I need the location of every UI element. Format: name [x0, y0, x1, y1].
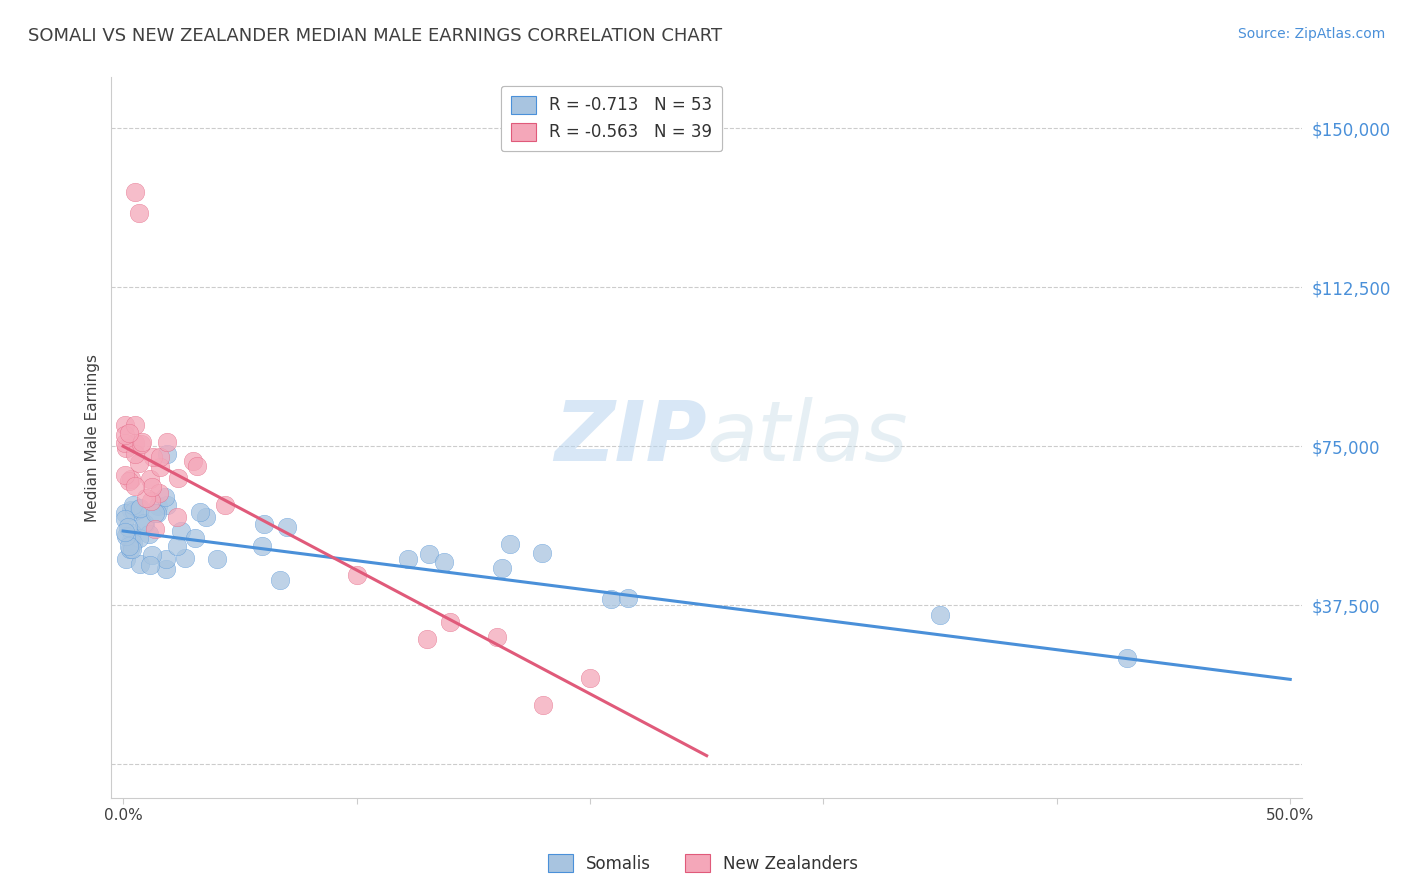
Point — [250, 539, 273, 553]
Point — [129, 500, 152, 515]
Point — [120, 472, 142, 486]
Point — [143, 507, 166, 521]
Point — [433, 555, 456, 569]
Point — [149, 459, 172, 474]
Point — [115, 529, 138, 543]
Point — [269, 573, 291, 587]
Point — [617, 591, 640, 606]
Point — [114, 524, 136, 539]
Point — [121, 542, 143, 557]
Point — [124, 479, 146, 493]
Point — [114, 512, 136, 526]
Text: Source: ZipAtlas.com: Source: ZipAtlas.com — [1237, 27, 1385, 41]
Point — [346, 567, 368, 582]
Point — [155, 562, 177, 576]
Text: atlas: atlas — [707, 397, 908, 478]
Point — [146, 506, 169, 520]
Point — [118, 539, 141, 553]
Point — [124, 435, 146, 450]
Point — [117, 425, 139, 440]
Point — [276, 520, 298, 534]
Point — [166, 539, 188, 553]
Point — [148, 486, 170, 500]
Point — [128, 502, 150, 516]
Point — [485, 630, 508, 644]
Point — [155, 551, 177, 566]
Point — [114, 417, 136, 432]
Point — [156, 498, 179, 512]
Point — [169, 524, 191, 538]
Point — [142, 450, 165, 464]
Point — [1115, 651, 1137, 665]
Point — [129, 437, 152, 451]
Point — [128, 532, 150, 546]
Point — [156, 447, 179, 461]
Point — [498, 537, 520, 551]
Point — [579, 671, 602, 685]
Point — [124, 447, 146, 461]
Point — [188, 505, 211, 519]
Point — [396, 552, 419, 566]
Point — [128, 456, 150, 470]
Point — [135, 491, 157, 505]
Point — [124, 417, 146, 432]
Point — [138, 472, 160, 486]
Point — [929, 607, 952, 622]
Point — [531, 698, 554, 712]
Point — [149, 450, 172, 465]
Point — [415, 632, 437, 646]
Point — [141, 480, 163, 494]
Point — [128, 206, 150, 220]
Point — [141, 548, 163, 562]
Legend: Somalis, New Zealanders: Somalis, New Zealanders — [541, 847, 865, 880]
Point — [600, 591, 623, 606]
Legend: R = -0.713   N = 53, R = -0.563   N = 39: R = -0.713 N = 53, R = -0.563 N = 39 — [501, 86, 723, 152]
Point — [114, 435, 136, 450]
Point — [118, 474, 141, 488]
Point — [491, 560, 513, 574]
Point — [214, 498, 236, 512]
Point — [114, 441, 136, 455]
Point — [138, 527, 160, 541]
Point — [121, 525, 143, 540]
Point — [439, 615, 461, 629]
Point — [153, 490, 176, 504]
Point — [141, 494, 163, 508]
Point — [195, 509, 218, 524]
Point — [531, 546, 554, 560]
Point — [166, 471, 188, 485]
Point — [205, 552, 228, 566]
Point — [139, 558, 162, 572]
Point — [146, 499, 169, 513]
Point — [117, 520, 139, 534]
Point — [418, 547, 440, 561]
Point — [120, 541, 142, 556]
Point — [121, 535, 143, 549]
Point — [114, 468, 136, 483]
Point — [166, 510, 188, 524]
Point — [252, 517, 274, 532]
Point — [173, 551, 195, 566]
Point — [120, 533, 142, 548]
Point — [181, 454, 204, 468]
Point — [143, 522, 166, 536]
Text: ZIP: ZIP — [554, 397, 707, 478]
Point — [122, 499, 145, 513]
Point — [186, 458, 208, 473]
Point — [120, 502, 142, 516]
Point — [122, 503, 145, 517]
Point — [114, 428, 136, 442]
Point — [115, 551, 138, 566]
Point — [129, 557, 152, 571]
Point — [114, 507, 136, 521]
Point — [134, 517, 156, 532]
Point — [134, 516, 156, 530]
Point — [124, 185, 146, 199]
Point — [131, 435, 153, 450]
Text: SOMALI VS NEW ZEALANDER MEDIAN MALE EARNINGS CORRELATION CHART: SOMALI VS NEW ZEALANDER MEDIAN MALE EARN… — [28, 27, 723, 45]
Y-axis label: Median Male Earnings: Median Male Earnings — [86, 354, 100, 522]
Point — [184, 531, 207, 545]
Point — [156, 435, 179, 450]
